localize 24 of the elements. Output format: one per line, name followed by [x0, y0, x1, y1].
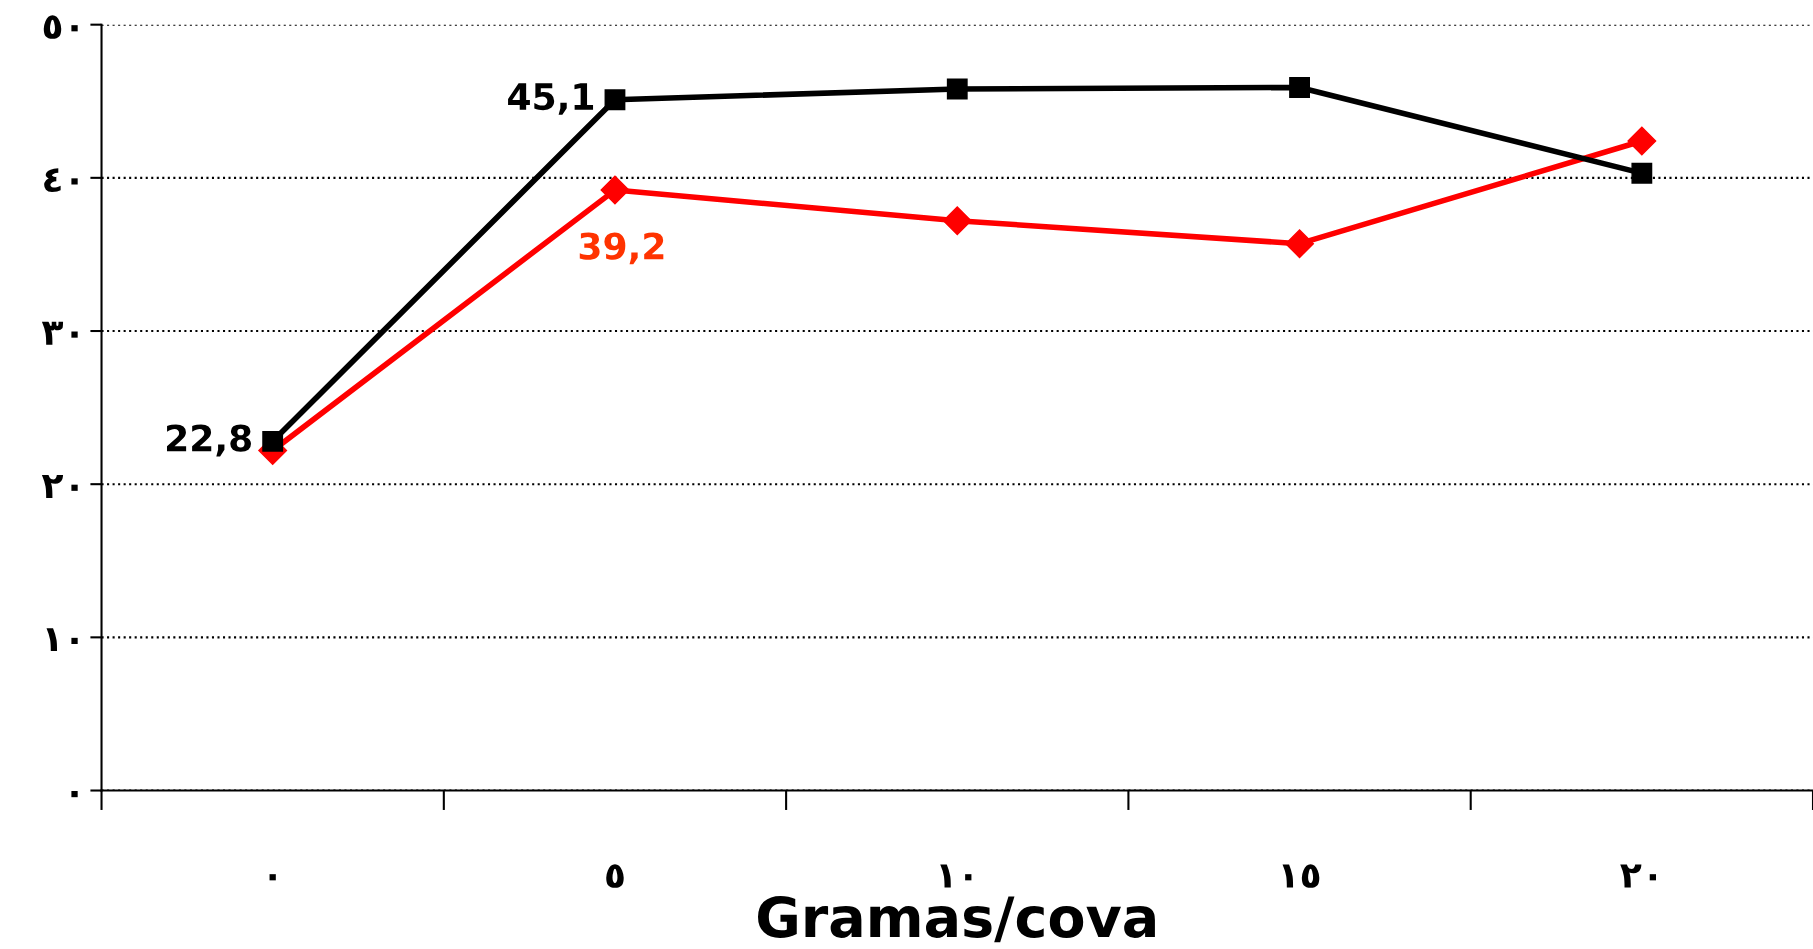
x-tick-label: ١٥ [1282, 864, 1320, 888]
point [262, 430, 284, 452]
y-tick-label: ٠ [71, 791, 78, 798]
data-label: 45,1 [508, 83, 594, 115]
x-tick-label: ٠ [269, 874, 276, 881]
point [1289, 77, 1310, 98]
point [600, 175, 630, 205]
x-tick-label: ٥ [606, 864, 624, 888]
y-tick-label: ٢٠ [41, 474, 78, 498]
y-tick-label: ٤٠ [44, 168, 78, 192]
point [1627, 126, 1657, 156]
point [604, 89, 626, 111]
point [1631, 162, 1653, 184]
y-tick-label: ٣٠ [41, 321, 78, 345]
y-tick-label: ٥٠ [43, 15, 78, 39]
point [946, 78, 968, 100]
point [942, 206, 972, 236]
data-label: 39,2 [579, 232, 664, 265]
point [1285, 229, 1315, 259]
x-tick-label: ٢٠ [1620, 864, 1657, 888]
x-axis-title: Gramas/cova [758, 895, 1155, 943]
y-tick-label: ١٠ [46, 628, 78, 652]
data-label: 22,8 [166, 424, 251, 457]
x-tick-label: ١٠ [940, 864, 972, 888]
